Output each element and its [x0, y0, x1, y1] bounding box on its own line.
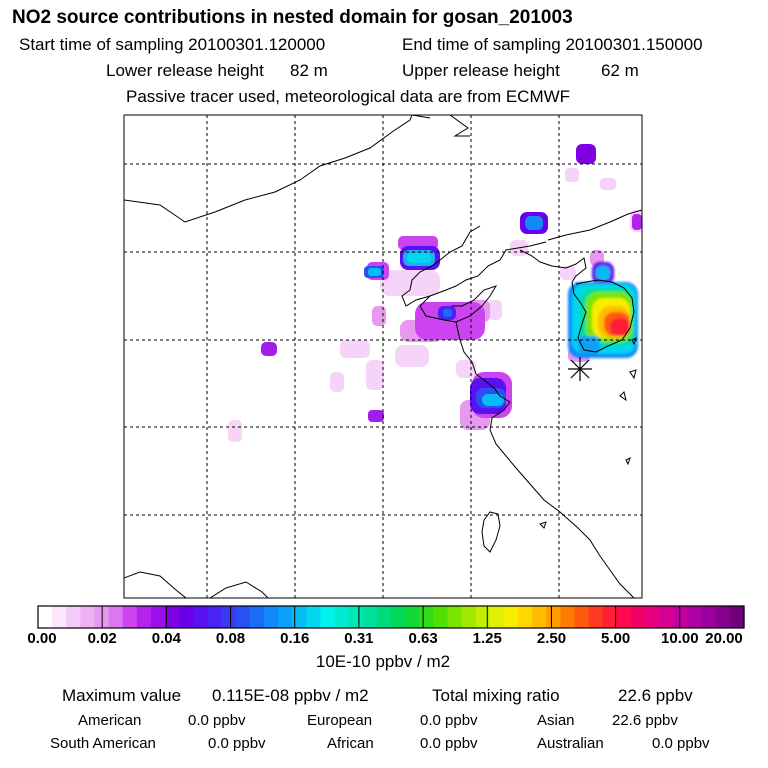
colorbar-cell	[475, 606, 491, 628]
colorbar-cell	[136, 606, 152, 628]
colorbar-cell	[503, 606, 519, 628]
colorbar-tick-label: 0.31	[344, 630, 374, 647]
colorbar-cell	[546, 606, 562, 628]
european-value: 0.0 ppbv	[420, 712, 478, 729]
colorbar-cell	[193, 606, 209, 628]
colorbar-cell	[376, 606, 392, 628]
colorbar-tick-label: 2.50	[536, 630, 567, 647]
american-label: American	[78, 712, 142, 729]
colorbar-cell	[207, 606, 223, 628]
colorbar-cell	[574, 606, 590, 628]
european-label: European	[307, 712, 373, 729]
colorbar-cell	[616, 606, 632, 628]
american-value: 0.0 ppbv	[188, 712, 246, 729]
asian-value: 22.6 ppbv	[612, 712, 678, 729]
colorbar-tick-label: 0.00	[27, 630, 57, 647]
colorbar-cell	[673, 606, 689, 628]
upper-release-value: 62 m	[601, 61, 639, 80]
colorbar-cell	[602, 606, 618, 628]
colorbar-cell	[532, 606, 547, 628]
colorbar-tick-label: 10.00	[661, 630, 699, 647]
colorbar-cell	[489, 606, 505, 628]
end-time-label: End time of sampling 20100301.150000	[402, 35, 703, 54]
colorbar-units: 10E-10 ppbv / m2	[315, 652, 451, 671]
colorbar-cell	[306, 606, 321, 628]
colorbar-tick-label: 0.04	[151, 630, 181, 647]
colorbar-cell	[179, 606, 194, 628]
colorbar-cell	[645, 606, 660, 628]
colorbar-tick-label: 5.00	[601, 630, 631, 647]
coastline	[124, 115, 642, 598]
release-site-marker	[568, 357, 592, 381]
colorbar-cell	[433, 606, 449, 628]
colorbar-tick-label: 1.25	[472, 630, 502, 647]
colorbar-cell	[391, 606, 406, 628]
colorbar-cell	[52, 606, 67, 628]
map-frame	[123, 114, 643, 599]
max-value-label: Maximum value	[62, 686, 182, 705]
colorbar-cell	[687, 606, 703, 628]
african-value: 0.0 ppbv	[420, 735, 478, 752]
colorbar-cell	[362, 606, 378, 628]
colorbar	[37, 605, 745, 629]
colorbar-cell	[165, 606, 180, 628]
african-label: African	[327, 735, 374, 752]
colorbar-cell	[66, 606, 81, 628]
plot-title: NO2 source contributions in nested domai…	[12, 7, 573, 28]
colorbar-cell	[122, 606, 138, 628]
concentration-field	[228, 144, 642, 442]
australian-label: Australian	[537, 735, 604, 752]
colorbar-cell	[729, 606, 745, 628]
total-mixing-label: Total mixing ratio	[432, 686, 560, 705]
colorbar-cell	[447, 606, 463, 628]
colorbar-tick-label: 20.00	[705, 630, 743, 647]
colorbar-cell	[249, 606, 265, 628]
colorbar-cell	[108, 606, 124, 628]
australian-value: 0.0 ppbv	[652, 735, 710, 752]
colorbar-tick-label: 0.08	[215, 630, 246, 647]
lower-release-value: 82 m	[290, 61, 328, 80]
colorbar-tick-label: 0.16	[280, 630, 310, 647]
colorbar-cell	[405, 606, 420, 628]
colorbar-cell	[419, 606, 434, 628]
colorbar-cell	[560, 606, 576, 628]
colorbar-cell	[320, 606, 336, 628]
colorbar-cell	[292, 606, 307, 628]
upper-release-label: Upper release height	[402, 61, 560, 80]
colorbar-cell	[518, 606, 533, 628]
colorbar-cell	[38, 606, 53, 628]
colorbar-cell	[263, 606, 279, 628]
colorbar-cell	[348, 606, 364, 628]
colorbar-cell	[701, 606, 717, 628]
colorbar-cell	[334, 606, 350, 628]
max-value: 0.115E-08 ppbv / m2	[212, 686, 369, 705]
colorbar-cell	[659, 606, 674, 628]
south-american-label: South American	[50, 735, 156, 752]
colorbar-cell	[150, 606, 166, 628]
tracer-note: Passive tracer used, meteorological data…	[126, 87, 571, 106]
lower-release-label: Lower release height	[106, 61, 264, 80]
colorbar-cell	[235, 606, 251, 628]
colorbar-cell	[631, 606, 646, 628]
colorbar-cell	[80, 606, 96, 628]
lat-lon-grid	[124, 115, 642, 598]
colorbar-cell	[461, 606, 477, 628]
colorbar-tick-label: 0.02	[87, 630, 117, 647]
total-mixing-value: 22.6 ppbv	[618, 686, 693, 705]
asian-label: Asian	[537, 712, 575, 729]
start-time-label: Start time of sampling 20100301.120000	[19, 35, 326, 54]
colorbar-cell	[715, 606, 731, 628]
colorbar-cell	[221, 606, 237, 628]
south-american-value: 0.0 ppbv	[208, 735, 266, 752]
colorbar-frame	[37, 605, 745, 629]
colorbar-cell	[278, 606, 293, 628]
colorbar-cell	[588, 606, 604, 628]
colorbar-tick-label: 0.63	[408, 630, 438, 647]
